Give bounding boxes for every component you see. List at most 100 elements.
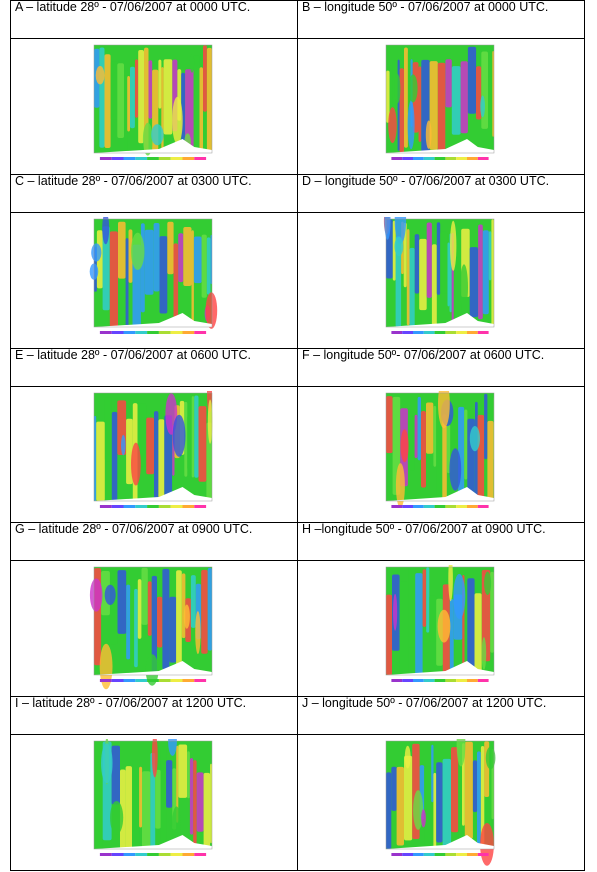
contour-plot [385, 44, 495, 160]
contour-band [173, 242, 179, 327]
contour-band [150, 752, 156, 849]
colorbar-segment [423, 330, 435, 334]
colorbar-segment [467, 330, 478, 334]
contour-cell [394, 236, 404, 256]
colorbar-segment [158, 156, 171, 160]
image-row [10, 734, 585, 871]
colorbar-segment [123, 330, 136, 334]
contour-band [472, 759, 478, 812]
contour-band [132, 765, 140, 849]
contour-band [176, 569, 182, 670]
contour-band [104, 53, 111, 148]
figure-cell [10, 560, 298, 697]
contour-band [135, 58, 139, 118]
contour-band [151, 575, 157, 675]
contour-band [386, 771, 392, 849]
colorbar-segment [147, 678, 159, 682]
colorbar-segment [423, 678, 435, 682]
contour-band [488, 230, 492, 280]
contour-cell [172, 96, 183, 144]
contour-band [476, 65, 482, 119]
colorbar-segment [111, 852, 124, 856]
contour-band [137, 578, 142, 639]
terrain [94, 312, 212, 327]
colorbar-segment [477, 504, 489, 508]
table-body: A – latitude 28º - 07/06/2007 at 0000 UT… [10, 0, 585, 871]
colorbar-segment [467, 852, 478, 856]
contour-band [99, 47, 105, 148]
contour-cell [142, 122, 153, 156]
plot-frame [93, 740, 213, 849]
caption: C – latitude 28º - 07/06/2007 at 0300 UT… [10, 174, 298, 213]
contour-band [395, 235, 402, 327]
colorbar-segment [135, 330, 148, 334]
plot-frame [93, 566, 213, 675]
colorbar-segment [477, 678, 489, 682]
contour-band [447, 242, 450, 306]
contour-band [138, 49, 144, 143]
contour-cell [205, 291, 218, 329]
colorbar-segment [170, 156, 183, 160]
contour-band [392, 220, 396, 281]
contour-band [464, 409, 468, 479]
contour-cell [450, 220, 457, 271]
colorbar-segment [99, 156, 112, 160]
caption: B – longitude 50º - 07/06/2007 at 0000 U… [297, 0, 585, 39]
contour-band [194, 395, 199, 478]
colorbar-segment [423, 156, 435, 160]
caption: H –longitude 50º - 07/06/2007 at 0900 UT… [297, 522, 585, 561]
colorbar-segment [99, 504, 112, 508]
contour-plot [89, 216, 218, 334]
colorbar-segment [391, 678, 403, 682]
contour-band [118, 221, 126, 279]
contour-band [210, 763, 212, 843]
contour-cell [480, 95, 485, 117]
contour-band [399, 67, 404, 153]
contour-band [464, 741, 473, 839]
colorbar-segment [158, 330, 171, 334]
colorbar-segment [445, 330, 457, 334]
contour-cell [168, 738, 177, 756]
colorbar-segment [445, 852, 457, 856]
contour-band [474, 592, 482, 675]
colorbar-segment [158, 504, 171, 508]
contour-cell [407, 100, 415, 149]
contour-band [436, 761, 443, 842]
contour-band [386, 594, 392, 675]
colorbar-segment [99, 678, 112, 682]
contour-cell [91, 242, 102, 262]
contour-band [417, 396, 421, 460]
contour-band [406, 228, 410, 325]
contour-band [491, 218, 494, 326]
contour-band [386, 395, 393, 453]
colorbar-segment [445, 678, 457, 682]
caption: A – latitude 28º - 07/06/2007 at 0000 UT… [10, 0, 298, 39]
contour-cell [131, 442, 141, 486]
contour-cell [95, 65, 105, 84]
contour-band [429, 595, 437, 642]
colorbar-segment [123, 852, 136, 856]
contour-band [163, 58, 173, 135]
caption: D – longitude 50º - 07/06/2007 at 0300 U… [297, 174, 585, 213]
contour-band [203, 44, 207, 112]
contour-band [426, 222, 432, 298]
colorbar-segment [402, 330, 413, 334]
contour-band [478, 224, 483, 319]
caption-row: C – latitude 28º - 07/06/2007 at 0300 UT… [10, 174, 585, 213]
figure-cell [297, 734, 585, 871]
contour-cell [408, 73, 418, 102]
contour-cell [207, 399, 213, 444]
contour-band [141, 567, 148, 625]
colorbar-segment [402, 156, 413, 160]
contour-band [190, 574, 196, 628]
contour-band [96, 421, 105, 501]
colorbar-segment [194, 330, 207, 334]
contour-band [198, 405, 207, 482]
colorbar-segment [147, 504, 159, 508]
colorbar-segment [391, 330, 403, 334]
figure-cell [297, 212, 585, 349]
contour-band [187, 750, 190, 798]
contour-band [429, 60, 438, 150]
colorbar-segment [99, 852, 112, 856]
contour-band [148, 59, 153, 119]
